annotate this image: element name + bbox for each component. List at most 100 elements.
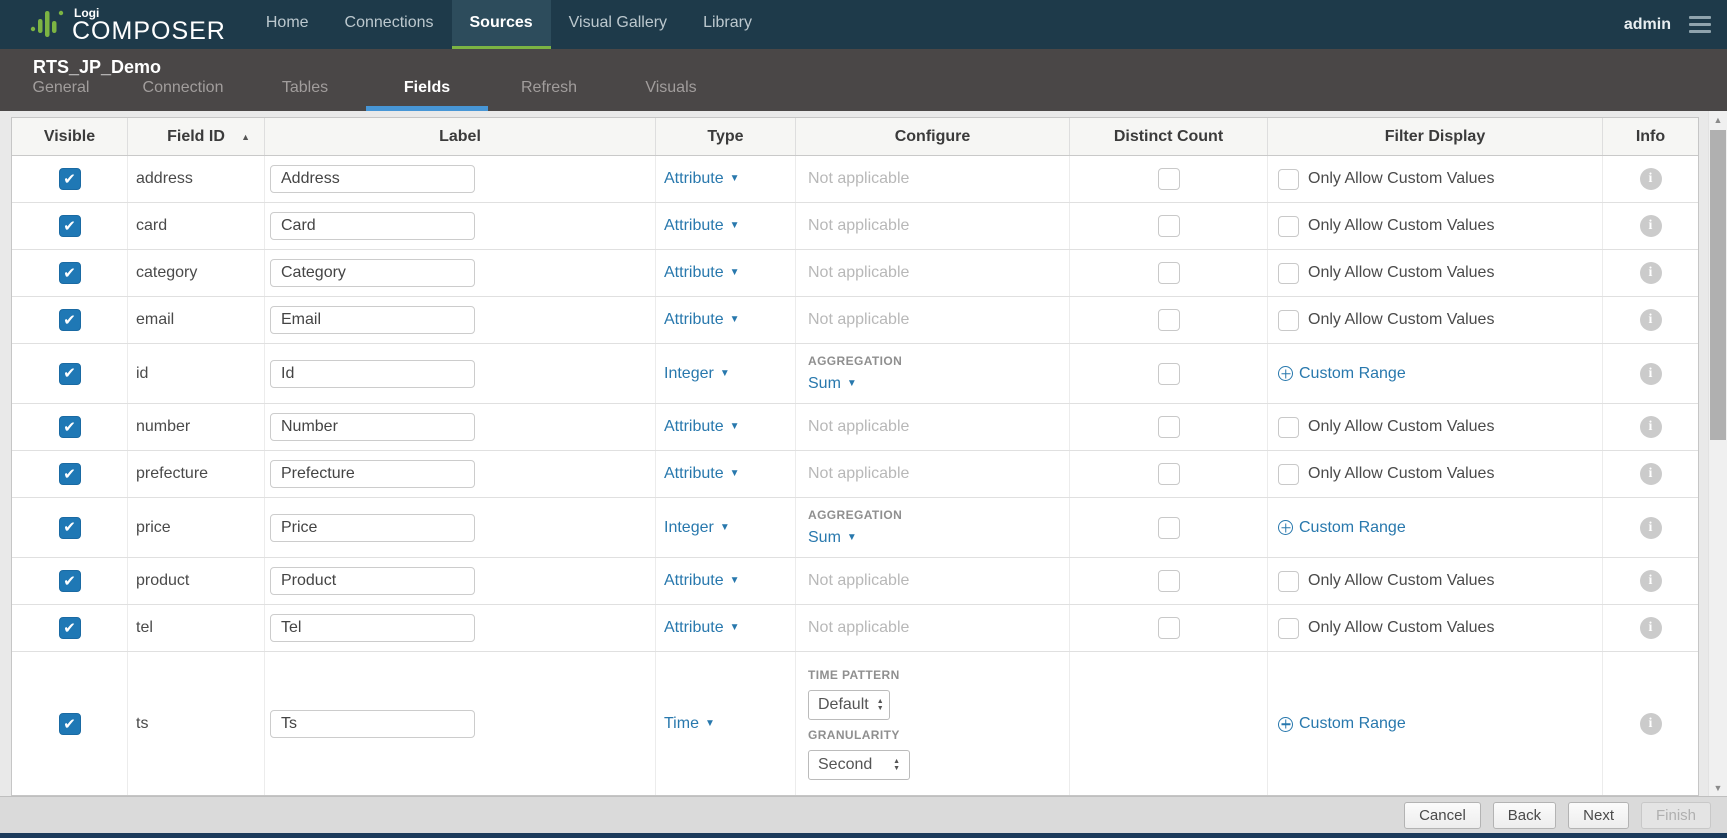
column-header-field-id[interactable]: Field ID ▲ xyxy=(128,118,265,155)
column-header-distinct-count[interactable]: Distinct Count xyxy=(1070,118,1268,155)
only-allow-custom-values-option[interactable]: Only Allow Custom Values xyxy=(1278,215,1494,237)
info-icon[interactable]: i xyxy=(1639,309,1662,331)
distinct-count-checkbox[interactable] xyxy=(1157,309,1180,331)
only-allow-custom-values-option[interactable]: Only Allow Custom Values xyxy=(1278,570,1494,592)
info-icon[interactable]: i xyxy=(1639,617,1662,639)
label-input[interactable] xyxy=(270,567,475,595)
aggregation-dropdown[interactable]: Sum ▼ xyxy=(808,375,857,392)
type-dropdown[interactable]: Attribute ▼ xyxy=(664,572,740,589)
nav-item-visual-gallery[interactable]: Visual Gallery xyxy=(568,14,668,31)
custom-values-checkbox[interactable] xyxy=(1278,168,1299,190)
nav-item-connections[interactable]: Connections xyxy=(344,14,434,31)
aggregation-dropdown[interactable]: Sum ▼ xyxy=(808,529,857,546)
visible-checkbox[interactable]: ✔ xyxy=(58,309,81,331)
column-header-visible[interactable]: Visible xyxy=(12,118,128,155)
visible-checkbox[interactable]: ✔ xyxy=(58,362,81,385)
visible-checkbox[interactable]: ✔ xyxy=(58,463,81,485)
tab-general[interactable]: General xyxy=(32,79,90,96)
visible-checkbox[interactable]: ✔ xyxy=(58,215,81,237)
back-button[interactable]: Back xyxy=(1492,801,1557,829)
visible-checkbox[interactable]: ✔ xyxy=(58,516,81,539)
time-pattern-select[interactable]: Default ▲ ▼ xyxy=(808,690,890,720)
label-input[interactable] xyxy=(270,165,475,193)
only-allow-custom-values-option[interactable]: Only Allow Custom Values xyxy=(1278,416,1494,438)
tab-fields[interactable]: Fields xyxy=(366,79,488,111)
vertical-scrollbar[interactable]: ▲ ▼ xyxy=(1708,111,1727,796)
column-header-type[interactable]: Type xyxy=(656,118,796,155)
distinct-count-checkbox[interactable] xyxy=(1157,516,1180,539)
nav-item-home[interactable]: Home xyxy=(265,14,309,31)
distinct-count-checkbox[interactable] xyxy=(1157,362,1180,385)
label-input[interactable] xyxy=(270,306,475,334)
info-icon[interactable]: i xyxy=(1639,713,1662,735)
type-dropdown[interactable]: Attribute ▼ xyxy=(664,311,740,328)
info-icon[interactable]: i xyxy=(1639,416,1662,438)
visible-checkbox[interactable]: ✔ xyxy=(58,416,81,438)
distinct-count-checkbox[interactable] xyxy=(1157,463,1180,485)
type-dropdown[interactable]: Integer ▼ xyxy=(664,518,730,536)
custom-values-checkbox[interactable] xyxy=(1278,309,1299,331)
visible-checkbox[interactable]: ✔ xyxy=(58,713,81,735)
distinct-count-checkbox[interactable] xyxy=(1157,215,1180,237)
distinct-count-checkbox[interactable] xyxy=(1157,262,1180,284)
custom-range-link[interactable]: Custom Range xyxy=(1278,519,1406,537)
type-dropdown[interactable]: Attribute ▼ xyxy=(664,619,740,636)
custom-values-checkbox[interactable] xyxy=(1278,215,1299,237)
label-input[interactable] xyxy=(270,710,475,738)
visible-checkbox[interactable]: ✔ xyxy=(58,617,81,639)
custom-values-checkbox[interactable] xyxy=(1278,262,1299,284)
visible-checkbox[interactable]: ✔ xyxy=(58,168,81,190)
tab-refresh[interactable]: Refresh xyxy=(520,79,578,96)
info-icon[interactable]: i xyxy=(1639,516,1662,539)
visible-checkbox[interactable]: ✔ xyxy=(58,262,81,284)
user-menu[interactable]: admin xyxy=(1623,15,1671,33)
tab-tables[interactable]: Tables xyxy=(281,79,329,96)
custom-values-checkbox[interactable] xyxy=(1278,617,1299,639)
hamburger-menu-icon[interactable] xyxy=(1689,16,1711,33)
type-dropdown[interactable]: Attribute ▼ xyxy=(664,264,740,281)
distinct-count-checkbox[interactable] xyxy=(1157,168,1180,190)
only-allow-custom-values-option[interactable]: Only Allow Custom Values xyxy=(1278,309,1494,331)
info-icon[interactable]: i xyxy=(1639,215,1662,237)
distinct-count-checkbox[interactable] xyxy=(1157,570,1180,592)
next-button[interactable]: Next xyxy=(1568,801,1629,829)
label-input[interactable] xyxy=(270,513,475,542)
label-input[interactable] xyxy=(270,359,475,388)
label-input[interactable] xyxy=(270,259,475,287)
distinct-count-checkbox[interactable] xyxy=(1157,617,1180,639)
scrollbar-thumb[interactable] xyxy=(1710,130,1726,440)
type-dropdown[interactable]: Integer ▼ xyxy=(664,364,730,382)
info-icon[interactable]: i xyxy=(1639,570,1662,592)
type-dropdown[interactable]: Attribute ▼ xyxy=(664,418,740,435)
only-allow-custom-values-option[interactable]: Only Allow Custom Values xyxy=(1278,617,1494,639)
tab-connection[interactable]: Connection xyxy=(142,79,224,96)
column-header-filter-display[interactable]: Filter Display xyxy=(1268,118,1603,155)
info-icon[interactable]: i xyxy=(1639,463,1662,485)
custom-values-checkbox[interactable] xyxy=(1278,570,1299,592)
info-icon[interactable]: i xyxy=(1639,362,1662,385)
custom-range-link[interactable]: Custom Range xyxy=(1278,715,1406,733)
scroll-down-icon[interactable]: ▼ xyxy=(1709,779,1727,796)
type-dropdown[interactable]: Attribute ▼ xyxy=(664,217,740,234)
info-icon[interactable]: i xyxy=(1639,262,1662,284)
column-header-info[interactable]: Info xyxy=(1635,127,1666,145)
tab-visuals[interactable]: Visuals xyxy=(645,79,697,96)
type-dropdown[interactable]: Time ▼ xyxy=(664,715,715,732)
nav-item-sources[interactable]: Sources xyxy=(451,0,551,49)
label-input[interactable] xyxy=(270,413,475,441)
granularity-select[interactable]: Second ▲ ▼ xyxy=(808,750,910,780)
type-dropdown[interactable]: Attribute ▼ xyxy=(664,465,740,482)
label-input[interactable] xyxy=(270,212,475,240)
visible-checkbox[interactable]: ✔ xyxy=(58,570,81,592)
distinct-count-checkbox[interactable] xyxy=(1157,416,1180,438)
only-allow-custom-values-option[interactable]: Only Allow Custom Values xyxy=(1278,168,1494,190)
custom-values-checkbox[interactable] xyxy=(1278,463,1299,485)
scroll-up-icon[interactable]: ▲ xyxy=(1709,111,1727,128)
column-header-label[interactable]: Label xyxy=(265,118,656,155)
custom-values-checkbox[interactable] xyxy=(1278,416,1299,438)
cancel-button[interactable]: Cancel xyxy=(1404,801,1481,829)
nav-item-library[interactable]: Library xyxy=(703,14,752,31)
only-allow-custom-values-option[interactable]: Only Allow Custom Values xyxy=(1278,262,1494,284)
custom-range-link[interactable]: Custom Range xyxy=(1278,365,1406,383)
column-header-configure[interactable]: Configure xyxy=(796,118,1070,155)
